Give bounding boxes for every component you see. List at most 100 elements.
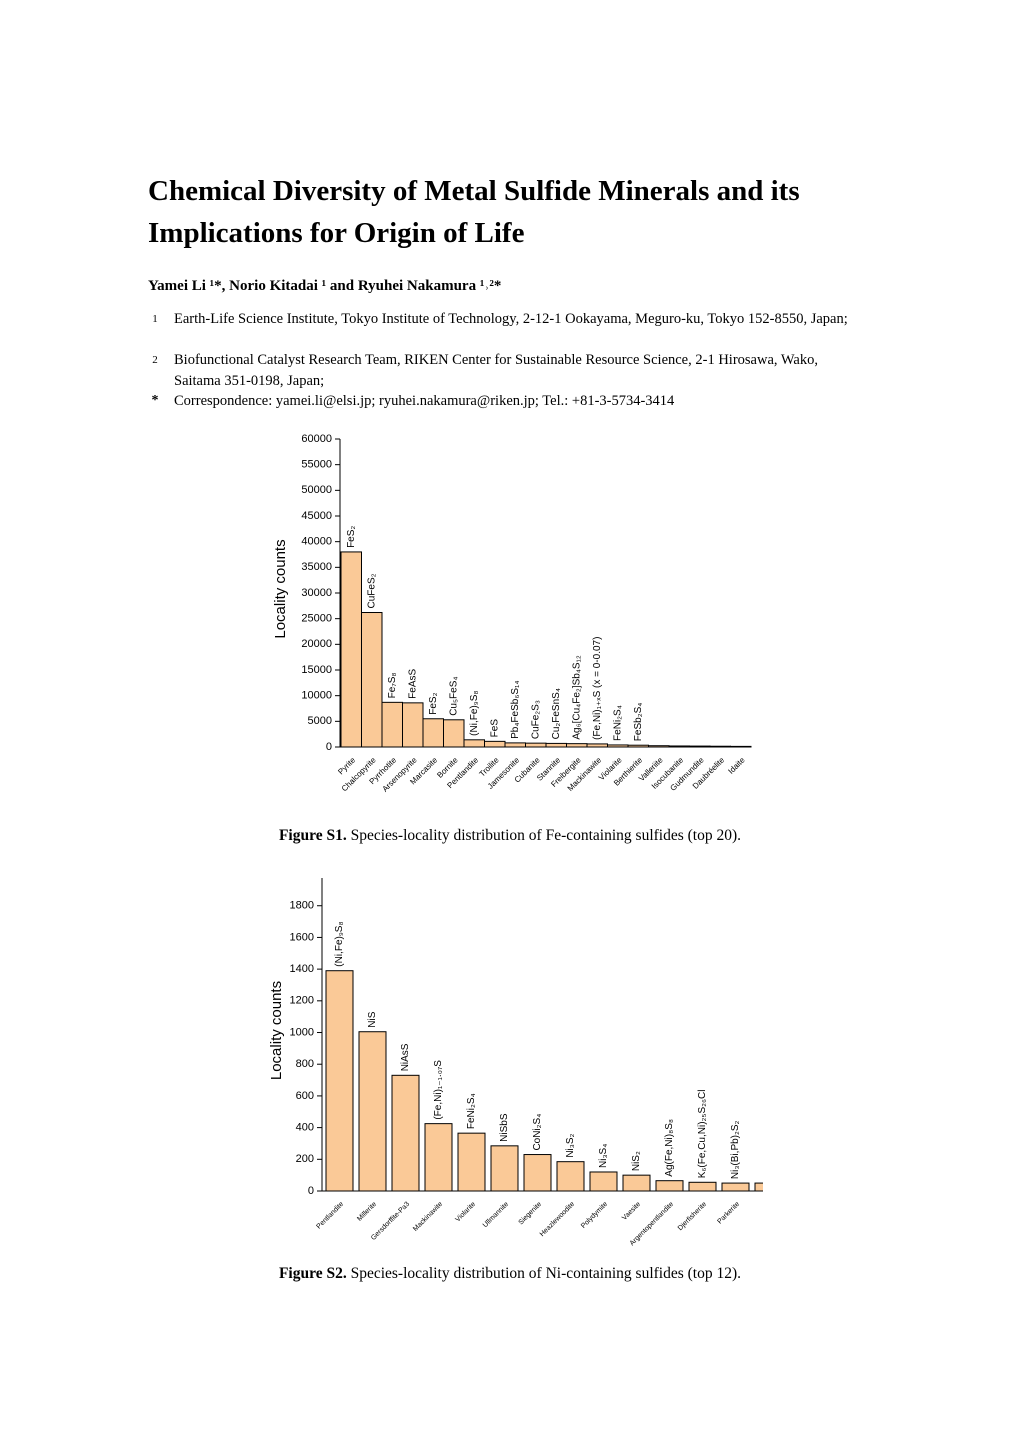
affiliation: * Correspondence: yamei.li@elsi.jp; ryuhe… <box>148 391 868 412</box>
y-axis-title: Locality counts <box>272 539 289 638</box>
caption: Figure S1. Species-locality distribution… <box>0 827 1020 845</box>
bar-formula: CuFe₂S₃ <box>530 700 541 739</box>
x-tick-label: Siegenite <box>518 1201 544 1227</box>
y-tick-label: 5000 <box>308 715 332 727</box>
affiliation-text: Biofunctional Catalyst Research Team, RI… <box>174 352 818 389</box>
y-tick-label: 50000 <box>301 484 332 496</box>
bar-formula: FeS₂ <box>428 692 439 714</box>
bar-formula: FeS <box>489 719 500 738</box>
y-tick-label: 1000 <box>290 1026 314 1038</box>
y-axis-title: Locality counts <box>268 981 285 1080</box>
bar <box>490 1145 519 1192</box>
y-tick-label: 800 <box>296 1058 314 1070</box>
bar-formula: NiAsS <box>400 1043 411 1071</box>
bar <box>523 1154 552 1192</box>
bar-formula: CuFeS₂ <box>366 573 377 608</box>
bar <box>721 1182 750 1192</box>
bar <box>424 1123 453 1192</box>
bar-formula: Ag(Fe,Ni)₈S₈ <box>664 1119 675 1177</box>
bar <box>422 718 444 748</box>
bar <box>589 1171 618 1192</box>
bar-formula: (Fe,Ni)₁₊ₓS (x = 0-0.07) <box>592 637 603 740</box>
caption-text: Species-locality distribution of Ni-cont… <box>350 1265 742 1282</box>
y-tick-label: 600 <box>296 1090 314 1102</box>
bar <box>504 742 526 748</box>
y-tick-label: 1600 <box>290 931 314 943</box>
y-tick-label: 400 <box>296 1122 314 1134</box>
bar-formula: Ag₆[Cu₄Fe₂]Sb₄S₁₂ <box>571 655 582 740</box>
authors: Yamei Li ¹*, Norio Kitadai ¹ and Ryuhei … <box>148 278 502 294</box>
bar <box>545 742 567 748</box>
caption-text: Species-locality distribution of Fe-cont… <box>350 827 742 844</box>
affiliation-text: Correspondence: yamei.li@elsi.jp; ryuhei… <box>174 393 675 409</box>
bar <box>361 612 383 748</box>
bar <box>340 551 362 748</box>
bar <box>358 1031 387 1192</box>
y-tick-label: 10000 <box>301 690 332 702</box>
affiliation-text: Earth-Life Science Institute, Tokyo Inst… <box>174 311 848 327</box>
bar-formula: Ni₃S₄ <box>598 1144 609 1168</box>
y-tick-label: 30000 <box>301 587 332 599</box>
x-tick-label: Vaesite <box>621 1201 642 1222</box>
x-tick-label: Pentlandite <box>315 1201 345 1231</box>
x-tick-label: Polydymite <box>580 1201 609 1230</box>
y-tick-label: 1400 <box>290 963 314 975</box>
bar <box>622 1174 651 1192</box>
affiliation-mark: * <box>151 393 159 408</box>
bar-formula: Cu₂FeSnS₄ <box>551 688 562 739</box>
x-tick-label: Parkerite <box>716 1201 741 1226</box>
bar-formula: Fe₇S₈ <box>387 672 398 698</box>
bar-formula: FeNi₂S₄ <box>466 1093 477 1129</box>
bar-formula: (Ni,Fe)₉S₈ <box>469 690 480 735</box>
x-tick-label: Millerite <box>356 1201 378 1223</box>
bar <box>457 1132 486 1192</box>
bar-formula: FeS₂ <box>346 526 357 548</box>
bar-formula: Pb₄FeSb₆S₁₄ <box>510 681 521 739</box>
affiliation-mark: 2 <box>152 354 158 366</box>
bar-formula: Ni₃S₂ <box>565 1133 576 1157</box>
y-tick-label: 0 <box>308 1185 314 1197</box>
bar-formula: NiS <box>367 1011 378 1027</box>
x-tick-label: Violarite <box>454 1201 477 1224</box>
bar-formula: NiSbS <box>499 1113 510 1142</box>
x-tick-label: Heazlewoodite <box>539 1201 576 1238</box>
bar-formula: CoNi₂S₄ <box>532 1114 543 1151</box>
bar-formula: (Fe,Ni)₁₋₁.₀₇S <box>433 1060 444 1120</box>
bar <box>402 702 424 748</box>
y-tick-label: 25000 <box>301 613 332 625</box>
affiliation: 2 Biofunctional Catalyst Research Team, R… <box>148 350 868 391</box>
bar <box>381 701 403 748</box>
y-tick-label: 20000 <box>301 638 332 650</box>
bar <box>443 719 465 748</box>
y-tick-label: 45000 <box>301 510 332 522</box>
y-tick-label: 55000 <box>301 459 332 471</box>
caption-label: Figure S1. <box>278 827 347 844</box>
bar <box>655 1180 684 1192</box>
x-tick-label: Mackinawite <box>412 1201 444 1233</box>
bar-formula: FeNi₂S₄ <box>612 705 623 741</box>
bar <box>484 740 506 748</box>
y-tick-label: 200 <box>296 1153 314 1165</box>
bar <box>566 743 588 748</box>
bar-formula: K₆(Fe,Cu,Ni)₂₅S₂₆Cl <box>697 1090 708 1179</box>
bar-formula: Ni₃(Bi,Pb)₂S₂ <box>730 1120 741 1179</box>
caption-label: Figure S2. <box>278 1265 347 1282</box>
y-tick-label: 1200 <box>290 995 314 1007</box>
affiliation: 1 Earth-Life Science Institute, Tokyo Ins… <box>148 309 868 330</box>
y-tick-label: 0 <box>326 741 332 753</box>
bar-formula: FeSb₂S₄ <box>633 703 644 742</box>
bar-formula: FeAsS <box>407 669 418 699</box>
y-tick-label: 1800 <box>290 900 314 912</box>
bar <box>463 739 485 748</box>
y-tick-label: 15000 <box>301 664 332 676</box>
bar <box>525 742 547 748</box>
y-tick-label: 40000 <box>301 536 332 548</box>
affiliation-mark: 1 <box>152 313 158 325</box>
x-tick-label: Idaite <box>726 755 747 776</box>
chart: FeS₂ CuFeS₂ Fe₇S₈ FeAsS FeS₂ Cu₅FeS₄ (Ni,Fe)₉S… <box>340 526 752 748</box>
x-tick-label: Djerfisherite <box>677 1201 708 1232</box>
bar-formula: (Ni,Fe)₉S₈ <box>334 921 345 966</box>
bar <box>754 1182 763 1192</box>
